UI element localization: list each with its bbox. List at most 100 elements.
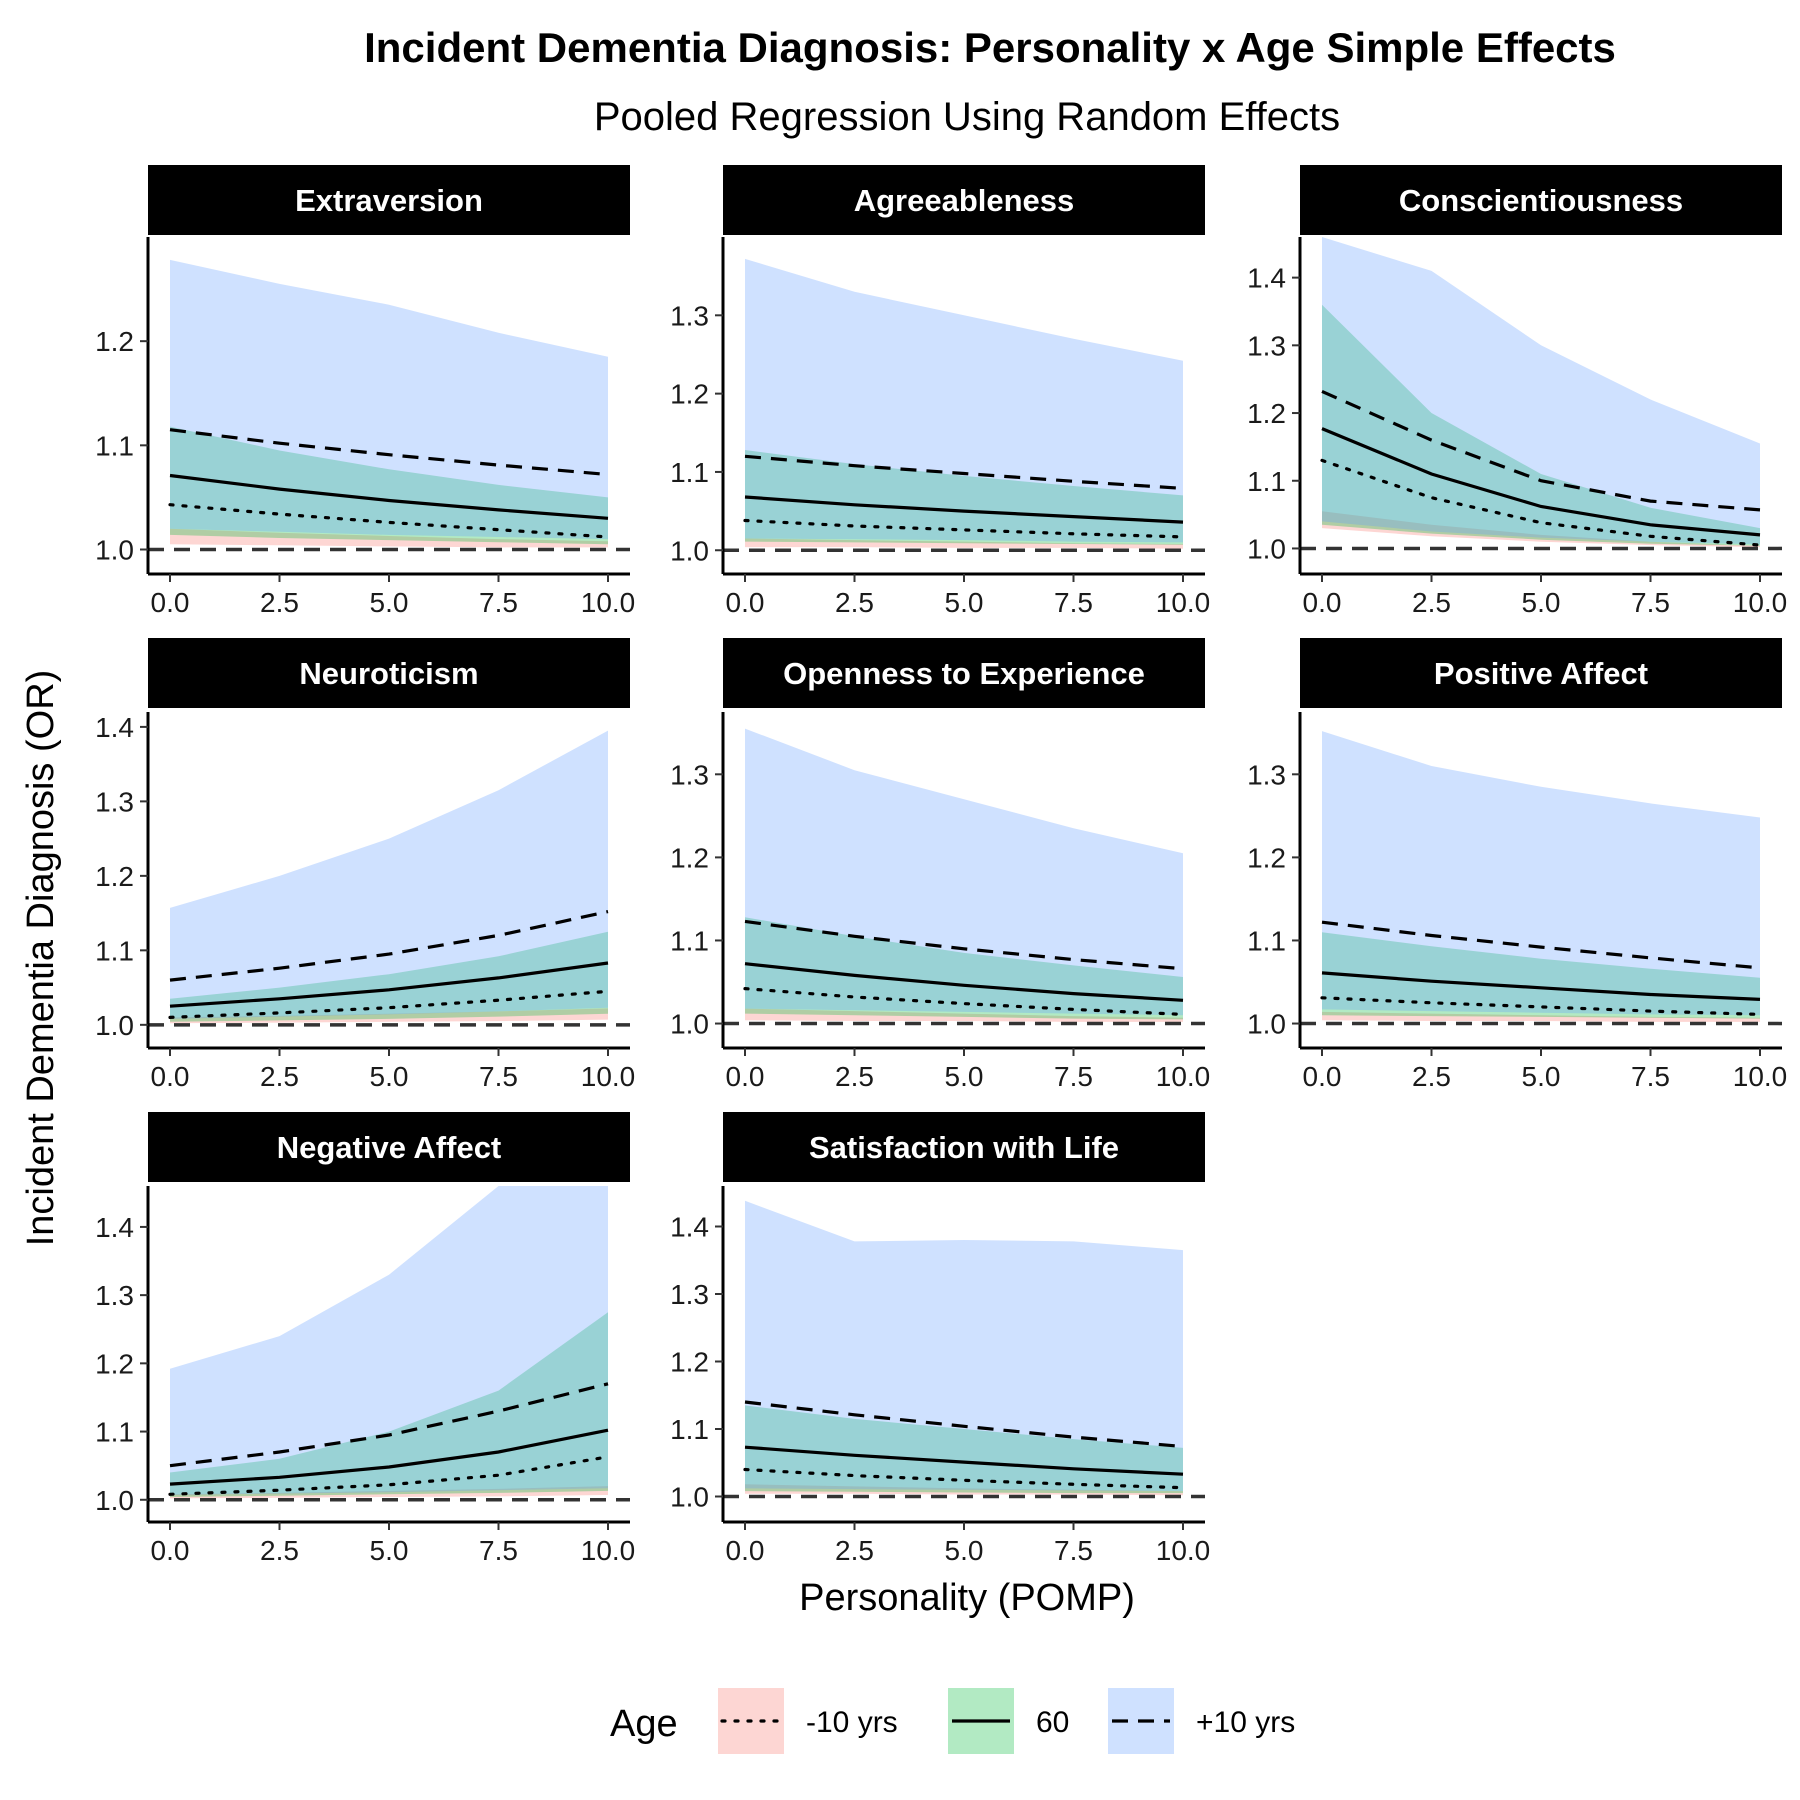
facet-strip-label: Negative Affect: [277, 1130, 502, 1165]
y-tick-label: 1.3: [1247, 330, 1286, 361]
series-line-10-yrs: [744, 1400, 1184, 1449]
series-line-10-yrs: [1320, 996, 1762, 1017]
confidence-band-60: [745, 450, 1183, 545]
x-tick-label: 5.0: [1522, 587, 1561, 618]
x-tick-label: 7.5: [1631, 1061, 1670, 1092]
facet-strip-label: Openness to Experience: [783, 656, 1145, 691]
y-tick-label: 1.1: [1247, 466, 1286, 497]
y-tick-label: 1.4: [95, 712, 134, 743]
series-line-10-yrs: [743, 986, 1185, 1017]
facet-strip-label: Satisfaction with Life: [809, 1130, 1119, 1165]
x-tick-label: 10.0: [1156, 1535, 1211, 1566]
x-tick-label: 5.0: [945, 1061, 984, 1092]
facet-strip: [723, 638, 1205, 708]
x-tick-label: 2.5: [835, 587, 874, 618]
confidence-band-10-yrs: [1322, 511, 1760, 548]
x-axis-title: Personality (POMP): [799, 1577, 1135, 1619]
legend-item-60: 60: [948, 1688, 1069, 1754]
series-line-60: [1321, 971, 1761, 1001]
confidence-band-10-yrs: [170, 528, 608, 548]
y-tick-label: 1.4: [95, 1212, 134, 1243]
x-tick-label: 0.0: [1303, 1061, 1342, 1092]
facet-strip-label: Agreeableness: [854, 183, 1075, 218]
y-tick-label: 1.2: [95, 1348, 134, 1379]
legend: Age -10 yrs 60 +10 yrs: [610, 1688, 1295, 1754]
x-tick-label: 10.0: [1156, 587, 1211, 618]
legend-label: -10 yrs: [806, 1706, 898, 1739]
x-tick-label: 5.0: [370, 1061, 409, 1092]
confidence-band-10-yrs: [1322, 237, 1760, 545]
legend-label: 60: [1036, 1706, 1069, 1739]
y-tick-label: 1.2: [95, 326, 134, 357]
facet-strip: [723, 165, 1205, 235]
x-tick-label: 2.5: [1412, 1061, 1451, 1092]
x-tick-label: 7.5: [1631, 587, 1670, 618]
facet-panel-neuroticism: Neuroticism 1.0 1.1 1.2 1.3 1.4 0.0 2.5 5.0 7.5 10…: [95, 638, 635, 1092]
y-tick-label: 1.1: [1247, 925, 1286, 956]
x-tick-label: 10.0: [581, 1061, 636, 1092]
x-tick-label: 5.0: [945, 587, 984, 618]
confidence-band-60: [170, 426, 608, 545]
legend-item-10-yrs: -10 yrs: [718, 1688, 898, 1754]
y-tick-label: 1.2: [1247, 842, 1286, 873]
x-tick-label: 7.5: [1054, 1061, 1093, 1092]
x-tick-label: 5.0: [370, 1535, 409, 1566]
y-tick-label: 1.3: [95, 1280, 134, 1311]
x-tick-label: 0.0: [151, 587, 190, 618]
series-line-10-yrs: [1320, 458, 1762, 547]
y-tick-label: 1.1: [670, 1414, 709, 1445]
x-tick-label: 0.0: [151, 1535, 190, 1566]
x-tick-label: 5.0: [370, 587, 409, 618]
facet-strip: [148, 638, 630, 708]
y-tick-label: 1.2: [1247, 398, 1286, 429]
x-tick-label: 0.0: [726, 1535, 765, 1566]
facet-panel-positive-affect: Positive Affect 1.0 1.1 1.2 1.3 0.0 2.5 5.0 7.5 1…: [1247, 638, 1787, 1092]
series-line-10-yrs: [1321, 920, 1761, 970]
confidence-band-10-yrs: [745, 1200, 1183, 1492]
y-tick-label: 1.3: [95, 786, 134, 817]
y-tick-label: 1.2: [670, 1347, 709, 1378]
series-line-60: [744, 495, 1184, 524]
series-line-10-yrs: [168, 989, 610, 1020]
series-line-60: [1321, 427, 1761, 537]
facet-strip: [148, 165, 630, 235]
y-tick-label: 1.0: [1247, 533, 1286, 564]
facet-strip: [148, 1112, 630, 1182]
y-tick-label: 1.0: [1247, 1009, 1286, 1040]
series-line-10-yrs: [168, 503, 610, 539]
y-tick-label: 1.3: [670, 759, 709, 790]
x-tick-label: 10.0: [1733, 1061, 1788, 1092]
x-tick-label: 0.0: [1303, 587, 1342, 618]
y-tick-label: 1.0: [95, 1010, 134, 1041]
y-tick-label: 1.0: [670, 535, 709, 566]
y-axis-title: Incident Dementia Diagnosis (OR): [20, 670, 62, 1247]
series-line-10-yrs: [744, 919, 1184, 971]
series-line-60: [744, 962, 1184, 1002]
y-tick-label: 1.3: [670, 1279, 709, 1310]
x-tick-label: 7.5: [1054, 587, 1093, 618]
x-tick-label: 2.5: [835, 1061, 874, 1092]
confidence-band-10-yrs: [170, 1486, 608, 1499]
x-tick-label: 2.5: [260, 587, 299, 618]
confidence-band-10-yrs: [745, 258, 1183, 543]
confidence-band-10-yrs: [170, 1008, 608, 1024]
series-line-60: [169, 961, 609, 1008]
series-line-10-yrs: [743, 1467, 1185, 1490]
confidence-band-10-yrs: [170, 259, 608, 540]
series-line-60: [169, 1428, 609, 1486]
y-tick-label: 1.0: [670, 1482, 709, 1513]
x-tick-label: 10.0: [1733, 587, 1788, 618]
series-line-10-yrs: [169, 1382, 609, 1468]
x-tick-label: 0.0: [726, 587, 765, 618]
y-tick-label: 1.1: [670, 457, 709, 488]
confidence-band-10-yrs: [1322, 1011, 1760, 1022]
facet-panel-openness-to-experience: Openness to Experience 1.0 1.1 1.2 1.3 0.0 2.5…: [670, 638, 1210, 1092]
y-tick-label: 1.1: [95, 1417, 134, 1448]
x-tick-label: 0.0: [151, 1061, 190, 1092]
y-tick-label: 1.2: [95, 861, 134, 892]
series-line-10-yrs: [169, 428, 609, 477]
x-tick-label: 2.5: [260, 1535, 299, 1566]
x-tick-label: 2.5: [1412, 587, 1451, 618]
